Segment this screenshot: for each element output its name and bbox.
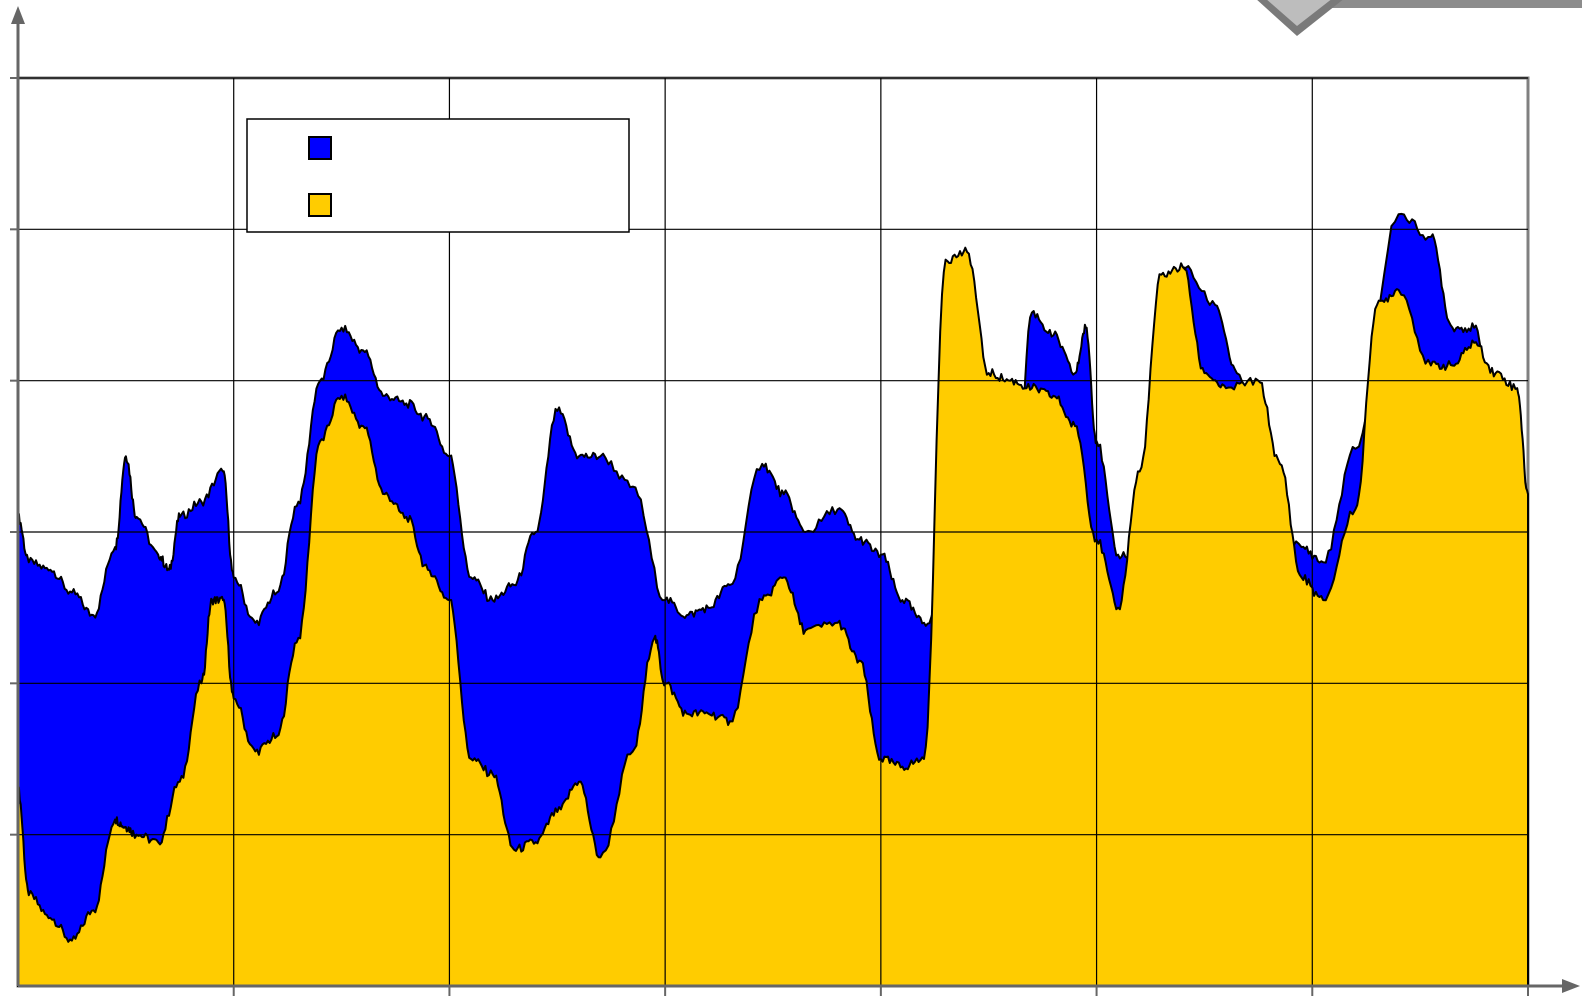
x-axis-arrow-icon	[1562, 979, 1580, 993]
legend-swatch-blue	[308, 136, 332, 160]
grid-layer	[18, 77, 1528, 986]
axis-layer	[10, 6, 1580, 996]
legend-box	[246, 118, 630, 233]
corner-banner-bar	[1330, 0, 1582, 8]
diamond-icon-inner	[1267, 0, 1331, 26]
corner-banner	[1257, 0, 1582, 36]
legend	[246, 118, 630, 233]
legend-swatch-yellow	[308, 193, 332, 217]
series-area-1	[17, 246, 1529, 987]
series-layer	[17, 212, 1529, 987]
y-axis-arrow-icon	[11, 6, 25, 24]
